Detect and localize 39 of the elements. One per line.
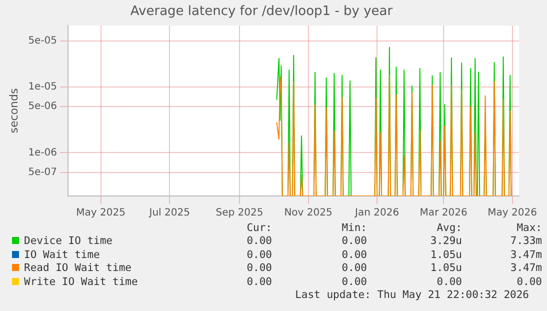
- chart-title: Average latency for /dev/loop1 - by year: [130, 4, 394, 20]
- text: 3.29u: [429, 235, 462, 249]
- text: 0.00: [516, 276, 542, 290]
- text: 0.00: [340, 262, 367, 276]
- x-tick-label: Jul 2025: [148, 208, 190, 219]
- text: 3.47m: [509, 248, 542, 262]
- text: Cur:: [246, 222, 272, 236]
- y-axis-title: seconds: [7, 88, 20, 134]
- y-tick-label: 5e-05: [28, 35, 58, 46]
- text: 0.00: [340, 276, 367, 290]
- text: 3.47m: [509, 262, 542, 276]
- text: 0.00: [246, 248, 272, 262]
- text: Avg:: [436, 222, 462, 236]
- text: 0.00: [340, 235, 367, 249]
- x-tick-label: Mar 2026: [420, 208, 468, 219]
- y-tick-label: 5e-06: [28, 101, 58, 112]
- legend-label: Device IO time: [24, 235, 113, 248]
- text: 0.00: [436, 276, 462, 290]
- text: Last update: Thu May 21 22:00:32 2026: [294, 289, 530, 302]
- text: 7.33m: [509, 235, 542, 249]
- legend-label: Write IO Wait time: [24, 276, 138, 288]
- y-tick-label: 1e-06: [28, 147, 58, 158]
- x-tick-label: Jan 2026: [354, 208, 400, 219]
- text: Min:: [340, 222, 367, 236]
- text: 0.00: [246, 276, 272, 290]
- text: 0.00: [246, 262, 272, 276]
- text: 1.05u: [429, 262, 462, 276]
- legend-label: Read IO Wait time: [24, 262, 132, 274]
- text: 0.00: [340, 248, 367, 262]
- x-tick-label: Sep 2025: [216, 208, 264, 219]
- y-tick-label: 5e-07: [28, 167, 58, 178]
- text: 1.05u: [429, 248, 462, 262]
- text: 0.00: [246, 235, 272, 249]
- y-tick-label: 1e-05: [28, 81, 58, 92]
- x-tick-label: Nov 2025: [284, 208, 332, 219]
- text: Max:: [516, 222, 542, 236]
- x-tick-label: May 2026: [488, 208, 537, 219]
- x-tick-label: May 2025: [76, 208, 126, 219]
- legend-label: IO Wait time: [24, 248, 100, 261]
